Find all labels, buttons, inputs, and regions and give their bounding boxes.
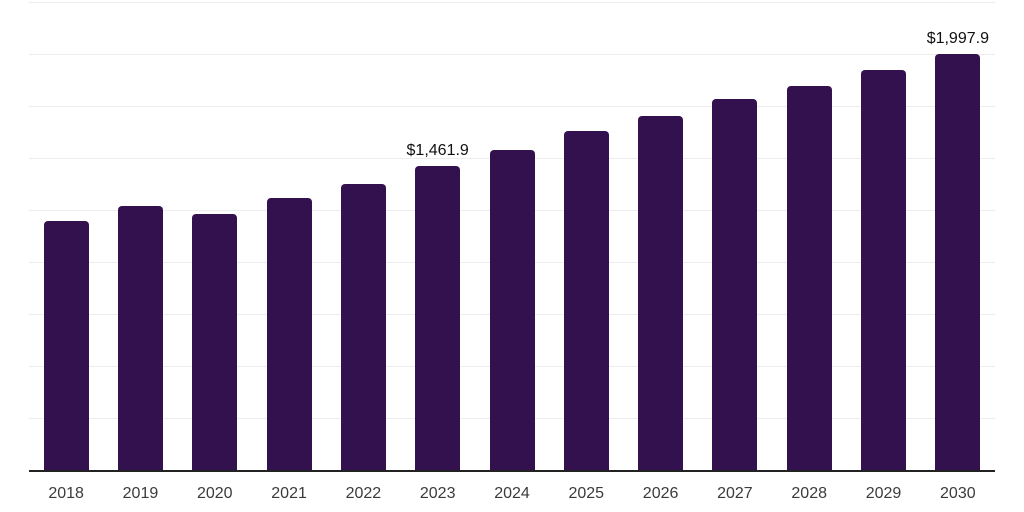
bar-2018[interactable] xyxy=(43,221,89,470)
bar-2030[interactable] xyxy=(935,54,981,470)
bar-2020[interactable] xyxy=(192,214,238,470)
x-tick-2018: 2018 xyxy=(48,485,84,502)
bar-2025[interactable] xyxy=(563,131,609,470)
gridline-2250 xyxy=(29,2,995,3)
x-tick-2020: 2020 xyxy=(196,485,233,502)
bar-2029[interactable] xyxy=(861,70,907,470)
x-tick-2019: 2019 xyxy=(122,485,159,502)
x-tick-2025: 2025 xyxy=(568,485,605,502)
x-tick-2027: 2027 xyxy=(717,485,753,502)
bar-value-label-2030: $1,997.9 xyxy=(926,30,989,47)
x-axis-line xyxy=(29,470,995,472)
bar-2022[interactable] xyxy=(340,184,386,470)
x-tick-2021: 2021 xyxy=(271,485,307,502)
bar-value-label-2023: $1,461.9 xyxy=(406,142,469,159)
bar-2019[interactable] xyxy=(117,206,163,470)
gridline-2000 xyxy=(29,54,995,55)
x-tick-2028: 2028 xyxy=(791,485,827,502)
gridline-1750 xyxy=(29,106,995,107)
bar-2021[interactable] xyxy=(266,198,312,470)
x-tick-2030: 2030 xyxy=(940,485,976,502)
bar-2027[interactable] xyxy=(712,99,758,470)
x-tick-2026: 2026 xyxy=(642,485,679,502)
bar-2028[interactable] xyxy=(786,86,832,470)
x-tick-2029: 2029 xyxy=(865,485,902,502)
x-tick-2022: 2022 xyxy=(345,485,382,502)
bar-2023[interactable] xyxy=(415,166,461,470)
bar-2026[interactable] xyxy=(638,116,684,470)
x-tick-2024: 2024 xyxy=(494,485,530,502)
bar-2024[interactable] xyxy=(489,150,535,470)
x-tick-2023: 2023 xyxy=(419,485,456,502)
